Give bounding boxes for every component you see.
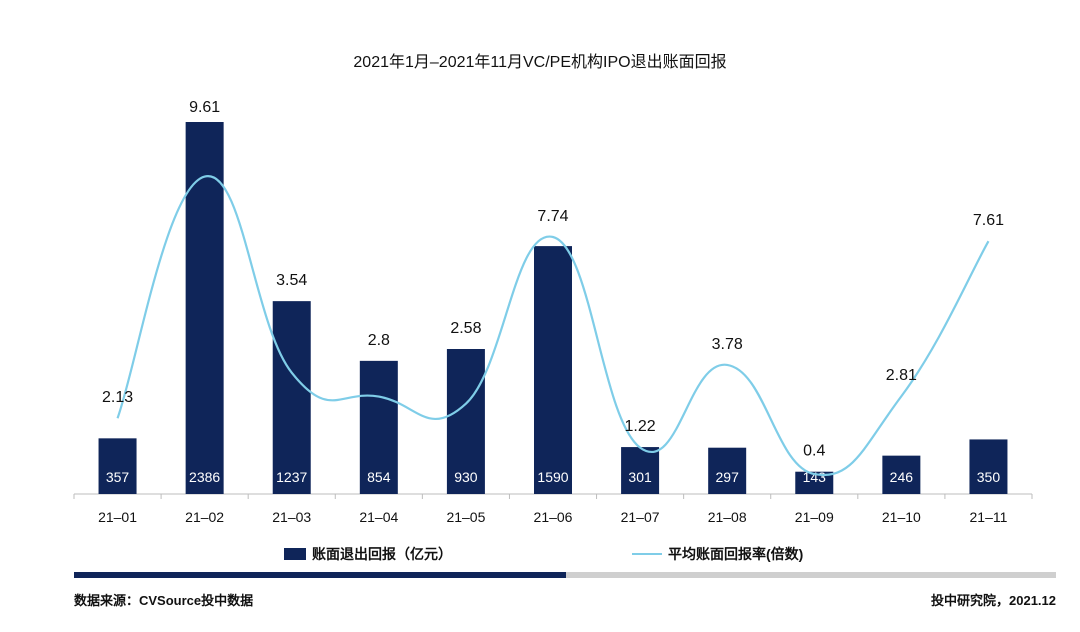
- line-value-label: 1.22: [625, 418, 656, 435]
- line-value-label: 2.81: [886, 367, 917, 384]
- x-tick-label: 21–02: [185, 509, 224, 525]
- line-value-label: 7.61: [973, 212, 1004, 229]
- line-value-label: 2.13: [102, 389, 133, 406]
- legend-bar-swatch: [284, 548, 306, 560]
- line-value-label: 3.78: [712, 336, 743, 353]
- line-value-label: 2.58: [450, 320, 481, 337]
- source-note: 数据来源：CVSource投中数据: [74, 593, 254, 608]
- bar-value-label: 357: [106, 469, 130, 485]
- x-tick-label: 21–09: [795, 509, 834, 525]
- x-tick-label: 21–04: [359, 509, 398, 525]
- line-value-label: 7.74: [537, 208, 568, 225]
- x-tick-label: 21–10: [882, 509, 921, 525]
- line-series-avg-return: [116, 175, 990, 477]
- legend-line: 平均账面回报率(倍数): [632, 544, 803, 564]
- bar-value-label: 246: [890, 469, 914, 485]
- legend-bar-label: 账面退出回报（亿元）: [312, 546, 452, 562]
- bar: [446, 349, 485, 494]
- bar-value-label: 930: [454, 469, 478, 485]
- bar-value-label: 350: [977, 469, 1001, 485]
- bar-value-label: 2386: [189, 469, 220, 485]
- credit-note: 投中研究院，2021.12: [931, 593, 1056, 608]
- bar-value-label: 854: [367, 469, 391, 485]
- x-tick-label: 21–06: [534, 509, 573, 525]
- line-value-label: 9.61: [189, 99, 220, 116]
- line-value-label: 2.8: [368, 332, 390, 349]
- x-tick-label: 21–01: [98, 509, 137, 525]
- bar-value-label: 1237: [276, 469, 307, 485]
- bar: [185, 122, 224, 494]
- bar: [708, 447, 747, 494]
- bar-value-label: 1590: [537, 469, 568, 485]
- legend-line-swatch: [632, 553, 662, 555]
- x-tick-label: 21–05: [446, 509, 485, 525]
- bar: [882, 455, 921, 494]
- bar: [98, 438, 137, 494]
- footer-bar-left: [74, 572, 566, 578]
- legend-line-label: 平均账面回报率(倍数): [668, 546, 804, 562]
- x-tick-label: 21–03: [272, 509, 311, 525]
- line-value-label: 0.4: [803, 443, 825, 460]
- x-tick-label: 21–08: [708, 509, 747, 525]
- bar: [534, 246, 572, 494]
- bar-value-label: 301: [628, 469, 652, 485]
- bar: [272, 301, 311, 494]
- bar: [621, 447, 660, 494]
- line-value-label: 3.54: [276, 272, 307, 289]
- bar: [795, 471, 834, 494]
- x-tick-label: 21–11: [970, 509, 1008, 525]
- bar: [359, 360, 398, 494]
- bar: [969, 439, 1008, 494]
- footer-bar-right: [566, 572, 1056, 578]
- chart-title: 2021年1月–2021年11月VC/PE机构IPO退出账面回报: [353, 54, 727, 71]
- bar-value-label: 297: [716, 469, 740, 485]
- legend-bars: 账面退出回报（亿元）: [284, 544, 452, 564]
- x-tick-label: 21–07: [621, 509, 660, 525]
